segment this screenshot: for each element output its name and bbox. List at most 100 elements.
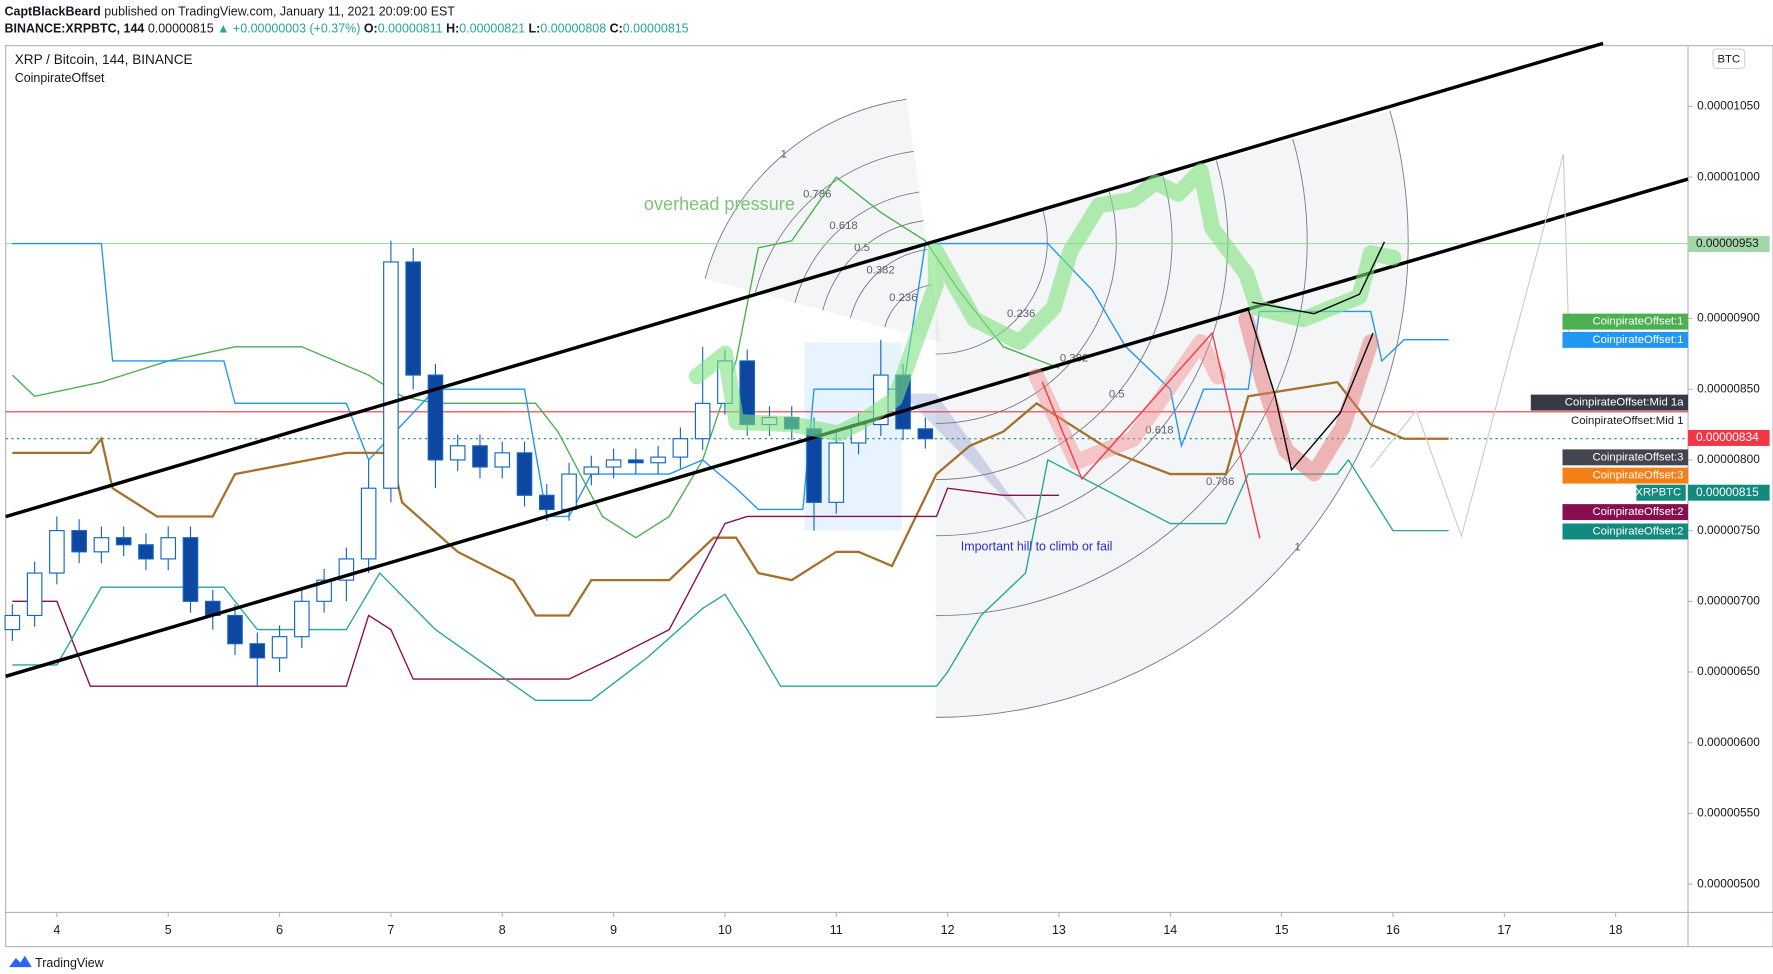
candle-body bbox=[49, 530, 65, 574]
indicator-line bbox=[12, 487, 1059, 687]
published: published on TradingView.com, January 11… bbox=[104, 5, 455, 19]
indicator-line bbox=[12, 458, 1449, 701]
candle-body bbox=[494, 452, 511, 468]
fib-label: 0.5 bbox=[1109, 389, 1125, 401]
price-tag-label: 0.00000953 bbox=[1696, 236, 1759, 250]
indicator-line bbox=[12, 380, 1449, 617]
candle-body bbox=[271, 636, 288, 659]
series-tag-label: CoinpirateOffset:2 bbox=[1592, 506, 1683, 518]
candle-body bbox=[316, 579, 332, 602]
y-tick-label: 0.00000900 bbox=[1697, 311, 1760, 325]
drawings bbox=[5, 41, 1689, 678]
y-tick-label: 0.00000650 bbox=[1697, 664, 1760, 678]
fib-label: 0.5 bbox=[854, 242, 870, 254]
series-tag-label: CoinpirateOffset:2 bbox=[1592, 525, 1683, 537]
series-tag-label: CoinpirateOffset:Mid 1a bbox=[1565, 397, 1684, 409]
x-tick-label: 4 bbox=[53, 923, 60, 937]
x-tick-label: 17 bbox=[1497, 923, 1511, 937]
candle-body bbox=[115, 537, 132, 546]
candle-body bbox=[93, 537, 110, 553]
series-tag-label: CoinpirateOffset:1 bbox=[1592, 334, 1683, 346]
frame bbox=[5, 45, 1773, 948]
candle-body bbox=[538, 494, 555, 510]
y-tick-label: 0.00000800 bbox=[1697, 452, 1760, 466]
series-tag-label: CoinpirateOffset:1 bbox=[1592, 316, 1683, 328]
candle-body bbox=[26, 572, 43, 617]
candle-body bbox=[650, 456, 666, 464]
candle-body bbox=[449, 445, 466, 461]
y-tick-label: 0.00000500 bbox=[1697, 876, 1760, 890]
ohlc-value: 0.00000821 bbox=[459, 22, 525, 36]
fib-arc bbox=[935, 191, 1117, 424]
ohlc-key: H: bbox=[446, 22, 459, 36]
fib-label: 1 bbox=[781, 148, 787, 160]
x-tick-label: 10 bbox=[718, 923, 732, 937]
change: ▲ +0.00000003 (+0.37%) bbox=[217, 22, 360, 36]
arrow-path bbox=[1370, 153, 1570, 538]
series-tag bbox=[1562, 449, 1689, 466]
candle-body bbox=[917, 428, 934, 440]
indicator-line bbox=[12, 242, 1449, 518]
author: CaptBlackBeard bbox=[5, 5, 101, 19]
x-tick-label: 15 bbox=[1275, 923, 1289, 937]
currency-box bbox=[1712, 48, 1746, 70]
candle-body bbox=[583, 466, 600, 475]
highlighter bbox=[1238, 311, 1379, 482]
footer: TradingView bbox=[35, 956, 105, 970]
price-tag bbox=[1688, 429, 1770, 446]
fib-arc bbox=[935, 138, 1308, 617]
fib-arc bbox=[935, 210, 1048, 355]
ohlc-value: 0.00000815 bbox=[623, 22, 689, 36]
indicator-name: CoinpirateOffset bbox=[15, 71, 105, 85]
fib-fan-area bbox=[705, 99, 941, 343]
candle-body bbox=[405, 261, 421, 376]
candle-body bbox=[427, 374, 444, 461]
arrow-path bbox=[1247, 310, 1374, 472]
x-tick-label: 12 bbox=[941, 923, 955, 937]
series-tag-label: XRPBTC bbox=[1635, 487, 1681, 499]
x-tick-label: 8 bbox=[499, 923, 506, 937]
y-tick-label: 0.00000850 bbox=[1697, 381, 1760, 395]
trend-line bbox=[5, 41, 1604, 519]
series-tag bbox=[1636, 484, 1686, 501]
candle-body bbox=[628, 459, 644, 464]
fib-label: 0.618 bbox=[829, 220, 857, 232]
highlighter bbox=[688, 163, 1402, 442]
indicator-line bbox=[11, 176, 1060, 539]
x-tick-label: 9 bbox=[610, 923, 617, 937]
arrow-path bbox=[1041, 331, 1261, 539]
series-tag-label: CoinpirateOffset:3 bbox=[1592, 470, 1683, 482]
ohlc-value: 0.00000808 bbox=[540, 22, 606, 36]
fib-arc bbox=[704, 98, 907, 279]
series-tag bbox=[1562, 467, 1689, 484]
projection-wedge bbox=[901, 393, 1031, 525]
fib-arc bbox=[935, 176, 1173, 481]
fib-label: 0.236 bbox=[1007, 308, 1035, 320]
x-tick-label: 6 bbox=[276, 923, 283, 937]
fib-label: 1 bbox=[1295, 541, 1301, 553]
fib-label: 0.618 bbox=[1145, 425, 1173, 437]
header-line-2: BINANCE:XRPBTC, 144 0.00000815 ▲ +0.0000… bbox=[5, 22, 689, 36]
series-tag bbox=[1530, 394, 1689, 411]
ohlc-value: 0.00000811 bbox=[378, 22, 443, 36]
price-tag-label: 0.00000815 bbox=[1696, 485, 1759, 499]
x-tick-label: 7 bbox=[387, 923, 394, 937]
y-tick-label: 0.00001050 bbox=[1697, 99, 1760, 113]
candle-body bbox=[227, 614, 243, 645]
candle-body bbox=[605, 459, 622, 468]
x-tick-label: 13 bbox=[1052, 923, 1066, 937]
candle-body bbox=[294, 600, 310, 638]
header-line-1: CaptBlackBeard published on TradingView.… bbox=[5, 5, 456, 19]
annotation: overhead pressure bbox=[644, 194, 795, 214]
price-tag-label: 0.00000834 bbox=[1696, 430, 1759, 444]
x-tick-label: 18 bbox=[1609, 923, 1623, 937]
price-tag bbox=[1688, 484, 1770, 501]
x-tick-label: 5 bbox=[165, 923, 172, 937]
candle-body bbox=[249, 643, 266, 659]
candle-body bbox=[383, 261, 399, 489]
symbol: BINANCE:XRPBTC, 144 bbox=[5, 22, 145, 36]
chart-title: XRP / Bitcoin, 144, BINANCE bbox=[15, 52, 193, 67]
y-tick-label: 0.00000750 bbox=[1697, 523, 1760, 537]
